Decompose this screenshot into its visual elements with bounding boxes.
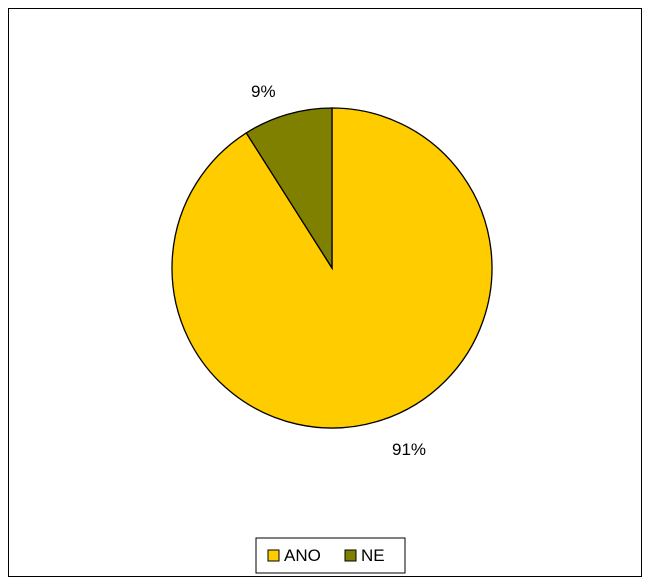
chart-frame (8, 8, 642, 577)
legend-label-ne: NE (361, 546, 385, 565)
data-label-ne: 9% (251, 82, 276, 101)
legend: ANO NE (255, 537, 406, 574)
legend-swatch-ano (267, 549, 280, 562)
data-label-ano: 91% (392, 440, 426, 459)
pie-slices (171, 107, 493, 429)
legend-box (255, 537, 406, 574)
pie-labels: 91% 9% (251, 82, 426, 459)
pie-slice-ne (245, 107, 333, 271)
legend-label-ano: ANO (284, 546, 321, 565)
legend-swatch-ne (344, 549, 357, 562)
